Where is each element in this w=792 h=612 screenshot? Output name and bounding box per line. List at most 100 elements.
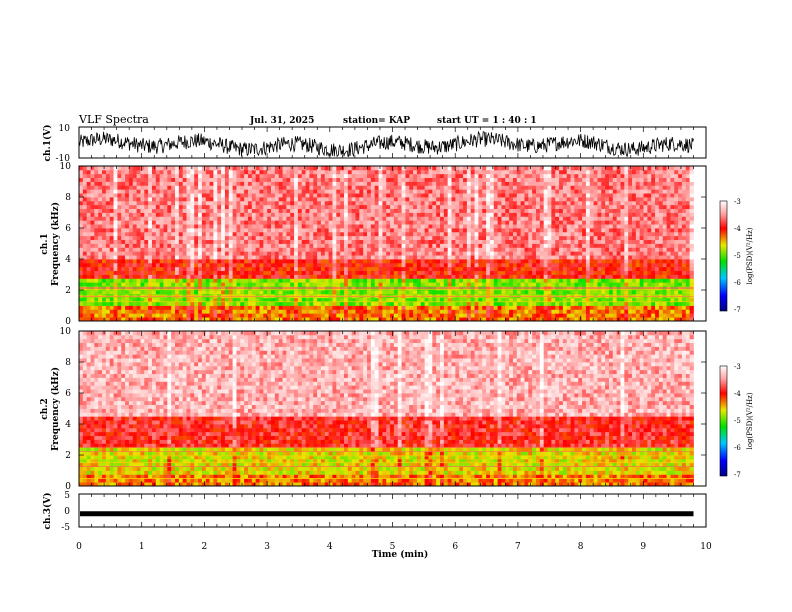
spectrogram-cell [125,166,130,171]
spectrogram-cell [224,259,230,264]
spectrogram-cell [309,189,314,194]
spectrogram-cell [340,177,345,182]
spectrogram-cell [320,286,326,291]
spectrogram-cell [451,305,456,310]
spectrogram-cell [539,231,545,237]
spectrogram-cell [286,247,291,252]
spectrogram-cell [536,189,541,194]
spectrogram-cell [82,251,88,256]
spectrogram-cell [113,313,118,318]
spectrogram-cell [94,301,99,306]
spectrogram-cell [201,231,207,237]
spectrogram-cell [428,173,433,179]
spectrogram-cell [482,228,487,233]
spectrogram-cell [432,286,437,291]
spectrogram-cell [451,270,456,275]
spectrogram-cell [290,282,295,287]
spectrogram-cell [478,169,483,175]
spectrogram-cell [244,208,249,213]
spectrogram-cell [509,278,514,283]
spectrogram-cell [501,212,506,217]
spectrogram-cell [247,247,253,252]
spectrogram-cell [493,181,498,186]
spectrogram-cell [290,193,295,198]
spectrogram-cell [505,270,510,275]
spectrogram-cell [105,313,111,318]
spectrogram-cell [82,200,88,206]
spectrogram-cell [82,208,88,213]
spectrogram-cell [247,293,253,299]
spectrogram-cell [198,204,203,210]
spectrogram-cell [436,228,441,233]
spectrogram-cell [370,247,376,252]
spectrogram-cell [539,243,545,248]
spectrogram-cell [313,255,318,260]
spectrogram-cell [205,301,210,306]
spectrogram-cell [113,278,118,283]
spectrogram-cell [113,266,118,272]
spectrogram-cell [305,317,310,322]
spectrogram-cell [236,166,241,171]
spectrogram-cell [378,212,383,217]
spectrogram-cell [443,262,449,268]
spectrogram-cell [543,317,548,322]
spectrogram-cell [82,282,88,287]
spectrogram-cell [317,251,322,256]
spectrogram-cell [251,166,257,171]
spectrogram-cell [390,212,395,217]
spectrogram-cell [424,270,429,275]
spectrogram-cell [497,166,502,171]
spectrogram-cell [532,247,537,252]
spectrogram-cell [401,224,406,229]
spectrogram-cell [405,166,410,171]
spectrogram-cell [440,204,445,210]
spectrogram-cell [190,204,195,210]
spectrogram-cell [244,231,249,237]
spectrogram-cell [297,297,303,303]
spectrogram-cell [194,266,199,272]
spectrogram-cell [320,282,326,287]
spectrogram-cell [290,200,295,206]
spectrogram-cell [451,212,456,217]
ch1-spectrogram-image [79,166,694,322]
spectrogram-cell [175,212,180,217]
spectrogram-cell [440,247,445,252]
spectrogram-cell [543,259,548,264]
spectrogram-cell [397,255,402,260]
spectrogram-cell [474,305,479,310]
spectrogram-cell [363,235,368,241]
spectrogram-cell [509,266,514,272]
spectrogram-cell [340,181,345,186]
spectrogram-cell [524,259,529,264]
spectrogram-cell [94,282,99,287]
spectrogram-cell [347,282,353,287]
spectrogram-cell [267,282,272,287]
spectrogram-cell [363,220,368,225]
spectrogram-cell [524,177,529,182]
spectrogram-cell [251,235,257,241]
spectrogram-cell [128,247,134,252]
spectrogram-cell [79,313,84,318]
spectrogram-cell [478,278,483,283]
spectrogram-cell [436,166,441,171]
spectrogram-cell [305,169,310,175]
spectrogram-cell [317,255,322,260]
spectrogram-cell [167,185,172,190]
spectrogram-cell [405,309,410,314]
spectrogram-cell [259,274,264,279]
spectrogram-cell [516,286,522,291]
spectrogram-cell [247,208,253,213]
spectrogram-cell [121,266,126,272]
spectrogram-cell [451,266,456,272]
spectrogram-cell [128,169,134,175]
spectrogram-cell [359,259,364,264]
spectrogram-cell [466,235,472,241]
spectrogram-cell [194,185,199,190]
spectrogram-cell [528,259,533,264]
spectrogram-cell [317,243,322,248]
spectrogram-cell [136,197,141,202]
spectrogram-cell [98,247,103,252]
spectrogram-cell [543,177,548,182]
spectrogram-cell [501,177,506,182]
spectrogram-cell [209,212,214,217]
